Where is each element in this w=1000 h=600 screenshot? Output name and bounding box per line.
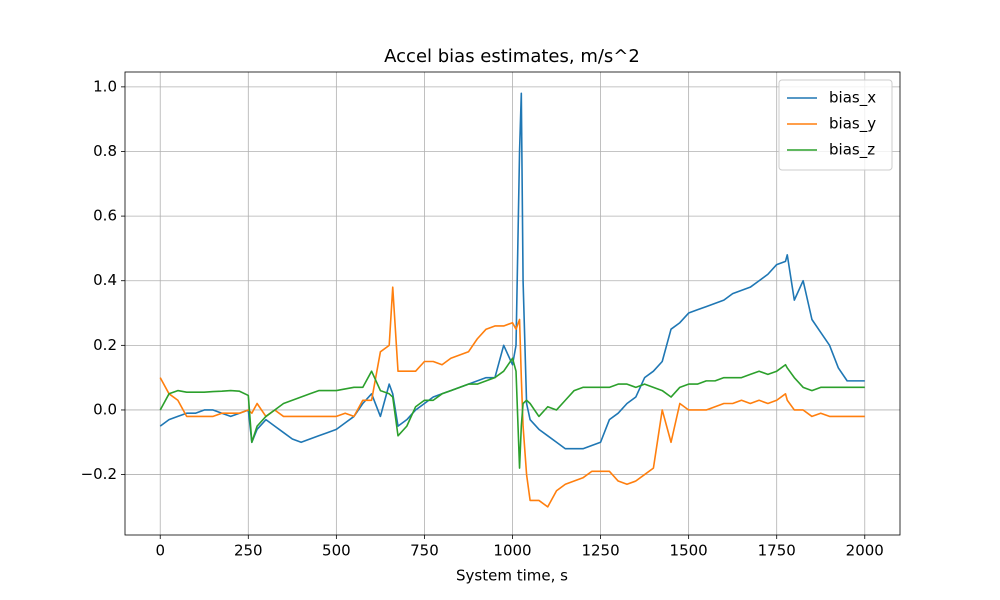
y-tick-label: 0.8: [93, 142, 117, 160]
x-tick-label: 500: [322, 542, 351, 560]
y-tick-label: 0.0: [93, 400, 117, 418]
x-tick-label: 750: [410, 542, 439, 560]
legend-label: bias_y: [829, 115, 876, 134]
plot-frame: [124, 71, 901, 536]
legend: bias_x bias_y bias_z: [778, 79, 893, 171]
x-tick-label: 1000: [493, 542, 531, 560]
legend-box: [778, 79, 893, 171]
legend-label: bias_x: [829, 89, 876, 108]
x-tick-label: 2000: [846, 542, 884, 560]
x-tick-label: 1500: [670, 542, 708, 560]
x-tick-label: 250: [234, 542, 263, 560]
x-tick-label: 1750: [758, 542, 796, 560]
series-line: [159, 92, 865, 450]
legend-label: bias_z: [829, 141, 875, 160]
y-tick-label: 0.4: [93, 271, 117, 289]
chart-title: Accel bias estimates, m/s^2: [384, 46, 640, 67]
series-line: [159, 357, 865, 469]
series-line: [159, 286, 865, 508]
y-tick-label: 0.2: [93, 336, 117, 354]
x-tick-label: 0: [155, 542, 165, 560]
y-tick-label: 0.6: [93, 207, 117, 225]
y-tick-label: 1.0: [93, 77, 117, 95]
x-axis-label: System time, s: [456, 567, 568, 585]
y-tick-label: −0.2: [81, 465, 117, 483]
x-tick-label: 1250: [581, 542, 619, 560]
